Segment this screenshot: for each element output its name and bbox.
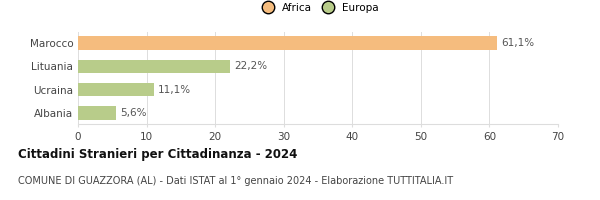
Text: Cittadini Stranieri per Cittadinanza - 2024: Cittadini Stranieri per Cittadinanza - 2…	[18, 148, 298, 161]
Text: 61,1%: 61,1%	[501, 38, 534, 48]
Bar	[78, 83, 154, 96]
Text: 11,1%: 11,1%	[158, 85, 191, 95]
Bar	[78, 106, 116, 120]
Text: COMUNE DI GUAZZORA (AL) - Dati ISTAT al 1° gennaio 2024 - Elaborazione TUTTITALI: COMUNE DI GUAZZORA (AL) - Dati ISTAT al …	[18, 176, 453, 186]
Legend: Africa, Europa: Africa, Europa	[253, 0, 383, 17]
Text: 5,6%: 5,6%	[121, 108, 147, 118]
Bar	[78, 60, 230, 73]
Bar	[78, 36, 497, 50]
Text: 22,2%: 22,2%	[235, 61, 268, 71]
